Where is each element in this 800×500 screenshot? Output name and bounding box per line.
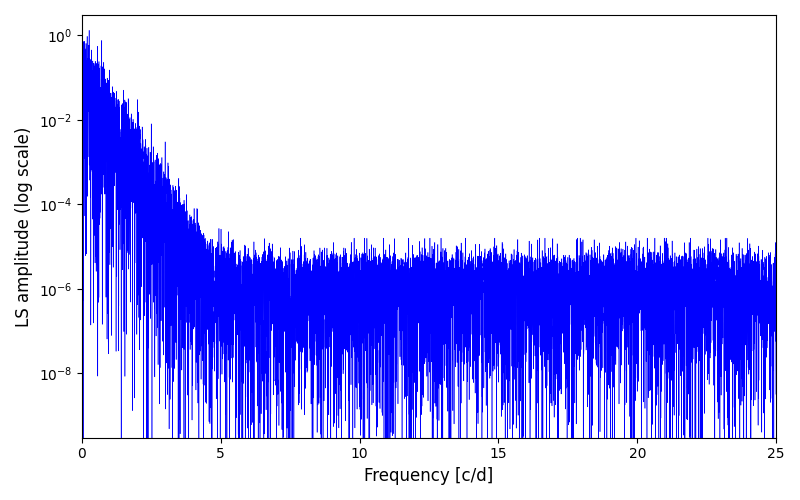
X-axis label: Frequency [c/d]: Frequency [c/d] [364, 467, 494, 485]
Y-axis label: LS amplitude (log scale): LS amplitude (log scale) [15, 126, 33, 326]
